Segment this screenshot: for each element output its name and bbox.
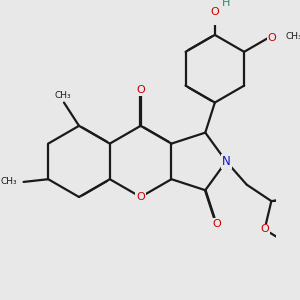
Text: O: O [268,33,277,43]
Text: O: O [212,219,221,229]
Text: O: O [211,7,219,17]
Text: CH₃: CH₃ [286,32,300,41]
Text: CH₃: CH₃ [0,177,17,186]
Text: O: O [136,85,145,95]
Text: N: N [222,155,231,168]
Text: O: O [136,192,145,202]
Text: O: O [260,224,269,235]
Text: H: H [222,0,230,8]
Text: CH₃: CH₃ [54,91,71,100]
